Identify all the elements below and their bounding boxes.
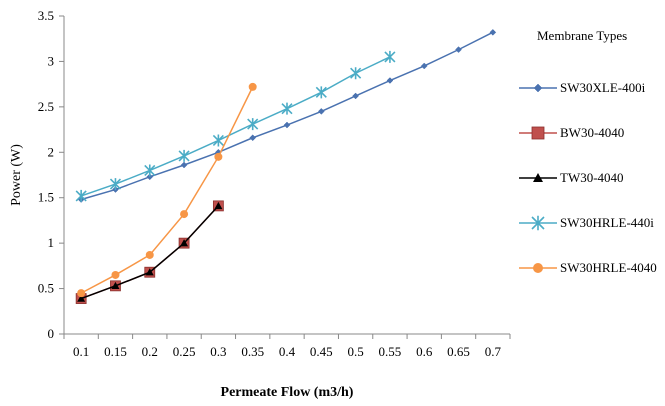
y-tick-label: 0.5: [38, 281, 54, 296]
x-tick-label: 0.2: [142, 344, 158, 359]
x-tick-label: 0.4: [279, 344, 296, 359]
x-tick-label: 0.15: [104, 344, 127, 359]
legend-label: BW30-4040: [560, 125, 624, 140]
x-tick-label: 0.45: [310, 344, 333, 359]
data-point: [489, 29, 497, 36]
series-line: [80, 86, 254, 294]
data-point: [180, 239, 189, 247]
series-TW30-4040: [77, 201, 223, 302]
x-tick-label: 0.3: [210, 344, 226, 359]
legend-title: Membrane Types: [537, 28, 627, 43]
x-tick-label: 0.25: [173, 344, 196, 359]
data-point: [214, 201, 223, 210]
legend-item: TW30-4040: [519, 170, 624, 185]
legend-label: TW30-4040: [560, 170, 624, 185]
legend-label: SW30XLE-400i: [560, 80, 646, 95]
y-axis-title: Power (W): [9, 144, 24, 206]
x-tick-label: 0.55: [379, 344, 402, 359]
y-tick-label: 2: [48, 144, 55, 159]
data-point: [352, 92, 359, 100]
data-point: [281, 102, 293, 115]
axes: [63, 16, 510, 335]
x-axis-ticks: 0.1 0.15 0.2 0.25 0.3 0.35 0.4 0.45 0.5 0.55 0.6 0.…: [63, 334, 511, 359]
data-point: [315, 86, 327, 99]
data-point: [317, 108, 325, 115]
data-point: [144, 164, 156, 177]
data-point: [146, 173, 154, 181]
legend: Membrane Types SW30XLE-400i BW30-4040 TW30…: [519, 28, 657, 275]
x-axis-title: Permeate Flow (m3/h): [221, 385, 354, 400]
series-SW30XLE-400i: [77, 29, 497, 203]
series-layer: [75, 29, 497, 304]
x-tick-label: 0.65: [447, 344, 470, 359]
data-point: [145, 268, 154, 276]
legend-swatch-marker: [533, 173, 543, 182]
data-point: [180, 210, 189, 219]
data-point: [145, 250, 154, 259]
data-point: [77, 294, 86, 302]
x-tick-label: 0.6: [416, 344, 433, 359]
x-tick-label: 0.1: [73, 344, 89, 359]
x-tick-label: 0.35: [241, 344, 264, 359]
data-point: [75, 189, 87, 202]
data-point: [109, 178, 122, 191]
data-point: [455, 46, 462, 53]
data-point: [111, 281, 120, 290]
legend-label: SW30HRLE-440i: [560, 215, 654, 230]
legend-item: SW30HRLE-440i: [519, 215, 654, 231]
data-point: [350, 67, 362, 80]
legend-item: SW30XLE-400i: [519, 80, 646, 95]
data-point: [180, 161, 188, 169]
y-tick-label: 1: [48, 235, 55, 250]
y-tick-label: 3.5: [38, 8, 54, 23]
series-SW30HRLE-440i: [75, 50, 396, 202]
y-tick-label: 3: [48, 53, 55, 68]
data-point: [386, 77, 394, 84]
series-SW30HRLE-4040: [77, 82, 257, 298]
y-tick-label: 1.5: [38, 190, 54, 205]
legend-item: BW30-4040: [519, 125, 624, 140]
data-point: [420, 62, 428, 70]
data-point: [249, 134, 257, 142]
series-line: [80, 31, 494, 201]
x-tick-label: 0.5: [347, 344, 363, 359]
legend-item: SW30HRLE-4040: [519, 260, 657, 275]
data-point: [384, 50, 396, 63]
legend-label: SW30HRLE-4040: [560, 260, 657, 275]
data-point: [212, 134, 224, 147]
data-point: [77, 289, 86, 298]
y-tick-label: 0: [48, 326, 55, 341]
data-point: [247, 118, 259, 131]
legend-swatch-marker: [533, 83, 543, 93]
legend-swatch-marker: [531, 126, 545, 140]
y-tick-label: 2.5: [38, 99, 54, 114]
data-point: [178, 149, 190, 162]
legend-swatch-marker: [531, 215, 545, 231]
data-point: [248, 82, 257, 91]
data-point: [283, 121, 291, 129]
series-line: [80, 56, 391, 197]
x-tick-label: 0.7: [485, 344, 502, 359]
legend-swatch-marker: [533, 263, 543, 273]
data-point: [111, 270, 120, 279]
y-axis-ticks: 0 0.5 1 1.5 2 2.5 3 3.5: [38, 8, 64, 341]
data-point: [214, 152, 223, 161]
